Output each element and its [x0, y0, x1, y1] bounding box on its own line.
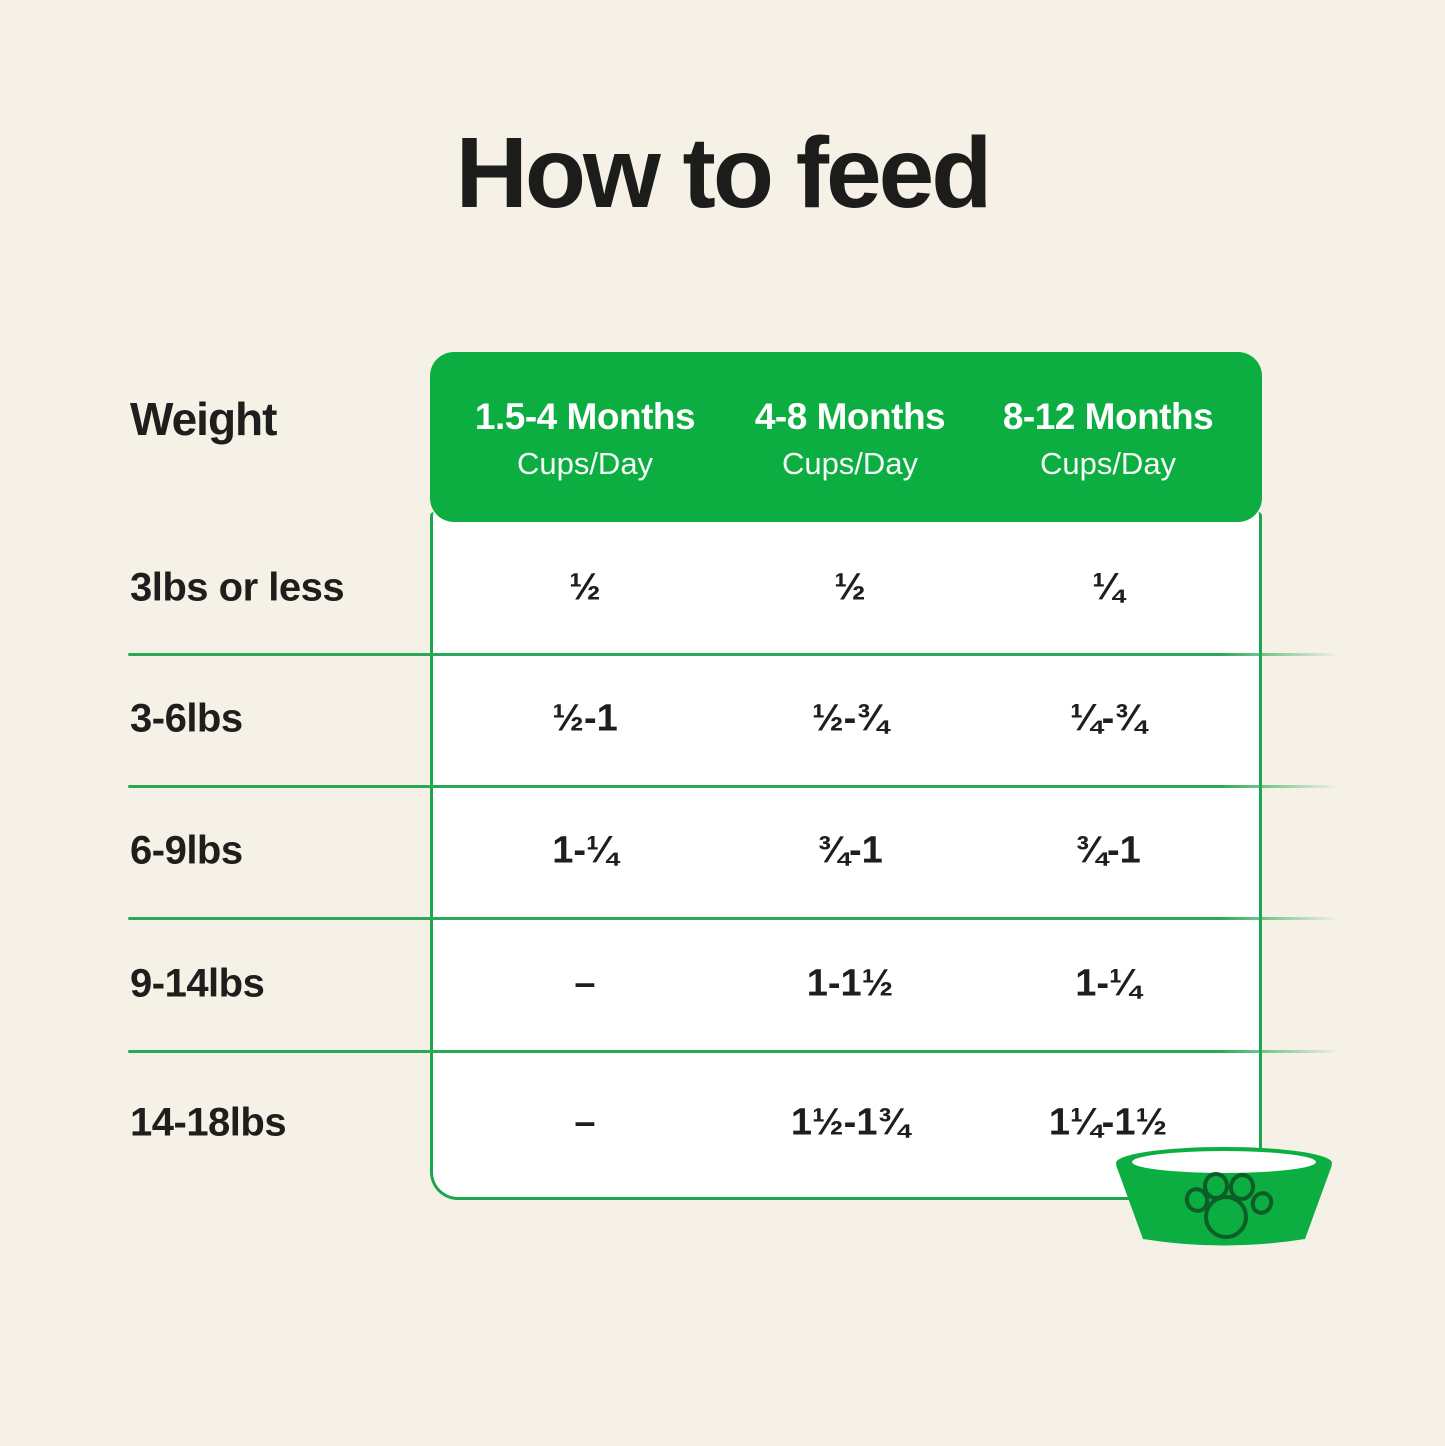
- row-divider: [128, 917, 1340, 920]
- table-row: 3lbs or less ½ ½ ¼: [0, 522, 1445, 653]
- cell-value: –: [574, 962, 596, 1004]
- row-weight-label: 9-14lbs: [130, 961, 265, 1005]
- column-header-4-8-months: 4-8 Months Cups/Day: [754, 396, 946, 482]
- cell-value: ¼: [1092, 566, 1124, 608]
- cell-value: ½: [569, 566, 601, 608]
- row-divider: [128, 653, 1340, 656]
- column-sublabel: Cups/Day: [1039, 446, 1177, 481]
- cell-value: 1-¼: [552, 829, 618, 872]
- table-row: 3-6lbs ½-1 ½-¾ ¼-¾: [0, 653, 1445, 785]
- table-body-panel: [430, 512, 1262, 1200]
- cell-value: ¾-1: [1075, 829, 1141, 872]
- cell-value: ½-1: [552, 697, 618, 740]
- row-divider: [128, 1050, 1340, 1053]
- cell-value: 1-1½: [806, 962, 894, 1004]
- row-weight-label: 3-6lbs: [130, 696, 243, 741]
- column-label: 4-8 Months: [754, 396, 946, 437]
- column-header-8-12-months: 8-12 Months Cups/Day: [1002, 396, 1214, 482]
- column-sublabel: Cups/Day: [516, 446, 654, 481]
- dog-bowl-paw-icon: [1116, 1147, 1332, 1246]
- column-sublabel: Cups/Day: [781, 446, 919, 481]
- page-title: How to feed: [455, 117, 993, 229]
- cell-value: 1-¼: [1075, 962, 1141, 1004]
- row-weight-label: 14-18lbs: [130, 1100, 287, 1145]
- column-label: 8-12 Months: [1002, 396, 1214, 437]
- cell-value: ½-¾: [811, 697, 889, 740]
- cell-value: 1½-1¾: [790, 1101, 910, 1144]
- column-label: 1.5-4 Months: [474, 396, 696, 437]
- row-weight-label: 3lbs or less: [130, 565, 345, 609]
- table-header: 1.5-4 Months Cups/Day 4-8 Months Cups/Da…: [430, 352, 1262, 522]
- cell-value: ¼-¾: [1069, 697, 1147, 740]
- table-row: 14-18lbs – 1½-1¾ 1¼-1½: [0, 1050, 1445, 1196]
- table-row: 9-14lbs – 1-1½ 1-¼: [0, 917, 1445, 1050]
- row-weight-label: 6-9lbs: [130, 828, 243, 873]
- column-header-1-5-4-months: 1.5-4 Months Cups/Day: [474, 396, 696, 482]
- table-row: 6-9lbs 1-¼ ¾-1 ¾-1: [0, 785, 1445, 917]
- cell-value: –: [574, 1101, 596, 1144]
- cell-value: ¾-1: [817, 829, 883, 872]
- cell-value: 1¼-1½: [1048, 1101, 1168, 1144]
- row-divider: [128, 785, 1340, 788]
- cell-value: ½: [834, 566, 866, 608]
- weight-column-header: Weight: [130, 393, 277, 445]
